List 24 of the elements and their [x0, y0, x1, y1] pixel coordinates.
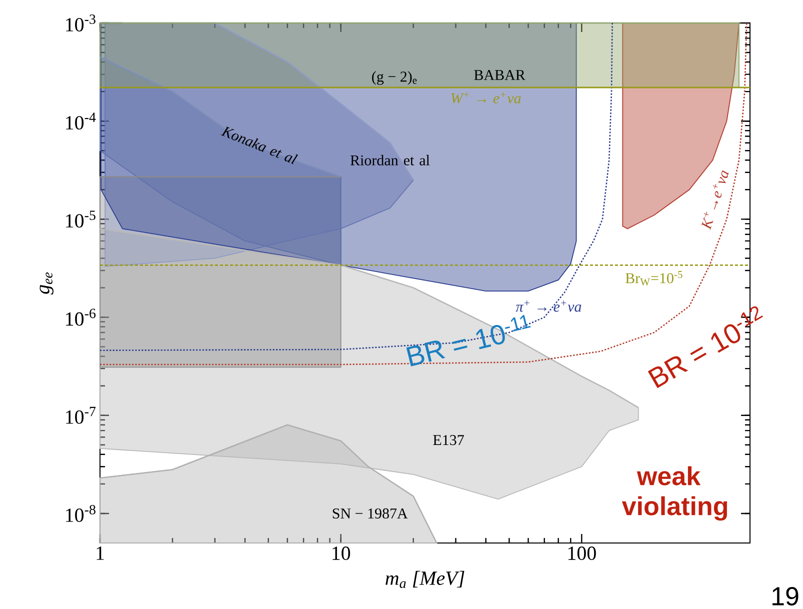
annotation: BR = 10$^{-11}$	[406, 314, 531, 366]
annotation: Riordan et al	[350, 154, 430, 166]
annotation: weak violating	[622, 466, 728, 521]
annotation: π$^{+}$ → e$^{+}$νa	[516, 300, 582, 312]
y-tick-label: 10$^{-6}$	[66, 308, 96, 326]
annotation: K$^{+}$→e$^{+}$νa	[701, 170, 729, 230]
y-tick-label: 10$^{-3}$	[66, 14, 96, 32]
y-tick-label: 10$^{-4}$	[66, 112, 96, 130]
annotation: E137	[433, 435, 464, 446]
x-tick-label: 1	[96, 546, 104, 560]
x-tick-label: 100	[568, 546, 596, 560]
x-tick-label: 10	[332, 546, 350, 560]
annotation: Br$_{W}$=10$^{-5}$	[626, 271, 682, 286]
annotation: BR = 10$^{-12}$	[648, 306, 763, 388]
ref-line-label: W$^{+}$ → e$^{+}$νa	[451, 92, 521, 104]
y-axis-title: g$_{ee}$	[40, 272, 54, 294]
y-tick-label: 10$^{-8}$	[66, 504, 96, 522]
x-axis-title: m$_{a}$ [MeV]	[386, 570, 464, 588]
y-tick-label: 10$^{-5}$	[66, 210, 96, 228]
annotation: SN − 1987A	[332, 508, 408, 519]
text: 19	[772, 587, 798, 606]
annotation: BABAR	[474, 70, 526, 80]
y-tick-label: 10$^{-7}$	[66, 406, 96, 424]
annotation: (g − 2)$_{e}$	[372, 71, 417, 85]
